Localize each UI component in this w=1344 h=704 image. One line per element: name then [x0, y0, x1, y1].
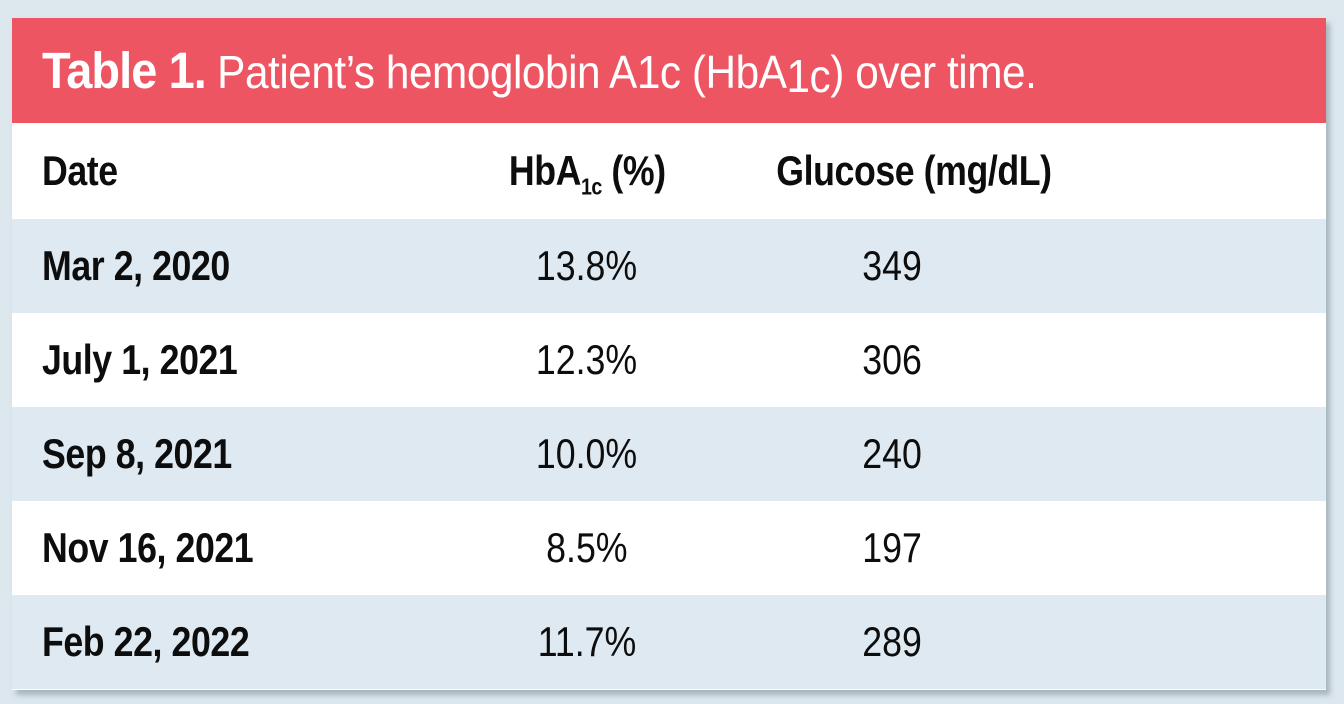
date-cell: Nov 16, 2021 [42, 524, 254, 571]
table-row: Mar 2, 2020 13.8% 349 [12, 219, 1326, 313]
hba1c-cell: 8.5% [546, 524, 628, 571]
glucose-cell: 240 [862, 430, 922, 477]
column-header-hba1c: HbA1c (%) [508, 147, 666, 200]
table-row: July 1, 2021 12.3% 306 [12, 313, 1326, 407]
table-title-banner: Table 1. Patient’s hemoglobin A1c (HbA1c… [12, 18, 1326, 123]
hba1c-cell: 10.0% [536, 430, 638, 477]
date-cell: Mar 2, 2020 [42, 242, 230, 289]
table-caption-subscript: 1c [786, 50, 831, 103]
table-number-label: Table 1. [42, 42, 207, 99]
table-row: Feb 22, 2022 11.7% 289 [12, 595, 1326, 689]
hba1c-cell: 11.7% [537, 618, 637, 665]
column-header-date: Date [42, 147, 118, 194]
glucose-cell: 349 [862, 242, 922, 289]
date-cell: Sep 8, 2021 [42, 430, 232, 477]
table-row: Nov 16, 2021 8.5% 197 [12, 501, 1326, 595]
table-caption-end: ) over time. [830, 46, 1037, 98]
table-header-row: Date HbA1c (%) Glucose (mg/dL) [12, 123, 1326, 219]
table-row: Sep 8, 2021 10.0% 240 [12, 407, 1326, 501]
table-title: Table 1. Patient’s hemoglobin A1c (HbA1c… [42, 41, 1037, 103]
date-cell: Feb 22, 2022 [42, 618, 250, 665]
table-caption-text: Patient’s hemoglobin A1c (HbA [217, 46, 787, 98]
hba1c-cell: 13.8% [536, 242, 638, 289]
hba1c-cell: 12.3% [536, 336, 638, 383]
glucose-cell: 289 [862, 618, 922, 665]
date-cell: July 1, 2021 [42, 336, 238, 383]
column-header-glucose: Glucose (mg/dL) [776, 147, 1052, 194]
glucose-cell: 197 [862, 524, 922, 571]
glucose-cell: 306 [862, 336, 922, 383]
table-figure-card: Table 1. Patient’s hemoglobin A1c (HbA1c… [12, 18, 1326, 690]
